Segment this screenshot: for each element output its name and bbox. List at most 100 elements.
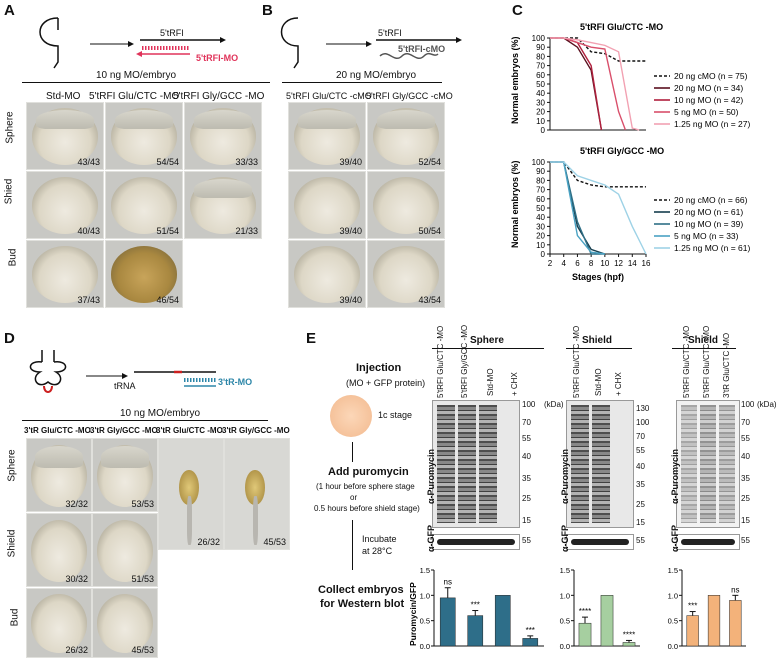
embryo-larva-image: 26/32 [158,438,224,550]
y-tick-label: 60 [536,195,545,204]
blot-3-lane-2: 5'tRFI Glu/CTC -MO [702,325,711,398]
blot-1-lane-1: 5'tRFI Glu/CTC -MO [436,325,445,398]
blot-3-marker: 70 [741,418,750,427]
y-tick-label: 70 [536,62,545,71]
x-tick-label: 10 [600,259,609,268]
panel-b-scheme [280,17,462,69]
panel-a-row-sphere: Sphere [4,111,16,144]
panel-c-charts: 5'tRFI Glu/CTC -MO0102030405060708090100… [510,22,750,282]
panel-d-col-2: 3'tR Gly/GCC -MO [90,426,158,435]
y-tick-label: 80 [536,52,545,61]
panel-b-scheme-label: 5'tRFI [378,28,402,38]
blot-3-marker: 25 [741,494,750,503]
blot-3-lane-1: 5'tRFI Glu/CTC -MO [682,325,691,398]
series-line [550,37,603,131]
bar-y-tick-label: 0.0 [560,642,570,651]
y-tick-label: 30 [536,222,545,231]
x-tick-label: 6 [575,259,580,268]
significance-label: **** [579,607,591,616]
blot-3-lane-3: 3'tR Glu/CTC -MO [722,332,731,398]
blot-2-marker: 130 [636,404,650,413]
y-tick-label: 0 [541,126,546,135]
panel-b-col-1: 5'tRFI Glu/CTC -cMO [286,91,372,101]
blot-3-ab-gfp: α-GFP [670,524,680,552]
significance-label: *** [526,626,535,635]
series-line [550,37,646,62]
y-tick-label: 0 [541,250,546,259]
legend-label: 10 ng MO (n = 42) [674,95,743,105]
x-tick-label: 2 [548,259,553,268]
panel-d-row-shield: Shield [6,529,18,558]
flow-incubate: Incubate [362,534,397,544]
bar [494,595,511,647]
blot-1-marker: 35 [522,474,531,483]
panel-letter-a: A [4,2,15,19]
blot-3-kda: (kDa) [757,400,777,409]
flow-injection-note: (MO + GFP protein) [346,378,426,388]
blot-1-kda: (kDa) [544,400,564,409]
panel-d-row-bud: Bud [9,608,21,627]
y-tick-label: 10 [536,117,545,126]
blot-2-marker: 40 [636,462,645,471]
blot-3-gfp [676,534,740,550]
embryo-image: 26/32 [26,588,92,658]
blot-3-marker: 40 [741,452,750,461]
bar-y-tick-label: 1.5 [560,566,570,575]
series-line [550,37,640,131]
panel-a-mo-label: 5'tRFI-MO [196,53,239,63]
panel-b-mo-label: 5'tRFI-cMO [398,44,446,54]
y-tick-label: 40 [536,89,545,98]
panel-d-col-3: 3'tR Glu/CTC -MO [156,426,223,435]
significance-label: *** [688,602,697,611]
y-tick-label: 50 [536,204,545,213]
blot-1-lane-2: 5'tRFI Gly/GCC -MO [460,324,469,398]
line-chart-title: 5'tRFI Glu/CTC -MO [580,22,663,32]
bar-y-tick-label: 0.5 [560,617,570,626]
bar-y-tick-label: 0.0 [668,642,678,651]
bar-y-tick-label: 1.0 [420,591,430,600]
blot-2-lane-2: Std-MO [594,368,603,396]
embryo-larva-image: 45/53 [224,438,290,550]
blot-3-ab-puro: α-Puromycin [670,448,680,504]
blot-3-marker: 55 [741,536,750,545]
panel-d-row-sphere: Sphere [6,449,18,482]
embryo-image: 52/54 [367,102,445,170]
x-tick-label: 12 [614,259,623,268]
x-tick-label: 16 [642,259,651,268]
legend-label: 1.25 ng MO (n = 27) [674,119,750,129]
embryo-image: 39/40 [288,171,366,239]
blot-1-ab-gfp: α-GFP [426,524,436,552]
bar-y-tick-label: 0.5 [668,617,678,626]
bar [729,600,742,647]
y-tick-label: 40 [536,213,545,222]
embryo-image: 43/54 [367,240,445,308]
blot-3-puromycin [676,400,740,528]
embryo-image: 21/33 [184,171,262,239]
y-tick-label: 100 [532,158,546,167]
bar-y-tick-label: 1.0 [668,591,678,600]
bar [578,622,592,647]
blot-2-marker: 25 [636,500,645,509]
blot-2-marker: 15 [636,518,645,527]
blot-2-lane-3: + CHX [614,372,623,396]
bar-y-tick-label: 1.5 [420,566,430,575]
panel-a-col-1: Std-MO [46,91,81,102]
flow-or: or [350,493,358,502]
embryo-image: 30/32 [26,513,92,587]
panel-d-scheme [29,350,216,393]
panel-a-col-3: 5'tRFI Gly/GCC -MO [173,91,265,102]
bar [522,638,539,647]
flow-temp: at 28°C [362,546,393,556]
blot-1-puromycin [432,400,520,528]
embryo-image: 39/40 [288,102,366,170]
legend-label: 5 ng MO (n = 50) [674,107,739,117]
panel-e-bar-charts: 0.00.51.01.5Puromycin/GFPns******0.00.51… [410,566,746,651]
embryo-image: 43/43 [26,102,104,170]
x-tick-label: 8 [589,259,594,268]
blot-1-lane-3: Std-MO [486,368,495,396]
blot-1-marker: 15 [522,516,531,525]
blot-2-ab-puro: α-Puromycin [560,448,570,504]
flow-injection: Injection [356,362,402,374]
flow-time-2: 0.5 hours before shield stage) [314,504,420,513]
bar [622,642,636,647]
